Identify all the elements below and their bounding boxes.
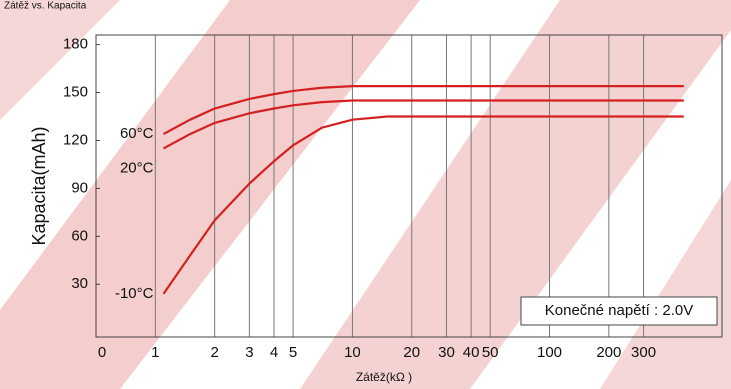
series-label: 60°C: [120, 125, 154, 142]
chart-title: Zátěž vs. Kapacita: [4, 1, 87, 12]
x-tick-label: 3: [245, 344, 253, 361]
series-line: [162, 99, 684, 150]
x-tick-label: 200: [596, 344, 621, 361]
x-tick-label: 30: [438, 344, 455, 361]
series-label: 20°C: [120, 159, 154, 176]
x-origin-label: 0: [98, 344, 106, 361]
x-tick-label: 300: [631, 344, 656, 361]
stripe: [300, 0, 731, 389]
x-tick-label: 50: [482, 344, 499, 361]
x-tick-label: 100: [537, 344, 562, 361]
y-tick-label: 90: [71, 179, 88, 196]
y-tick-label: 120: [63, 131, 88, 148]
x-tick-label: 4: [270, 344, 278, 361]
x-tick-label: 1: [151, 344, 159, 361]
annotation: Konečné napětí : 2.0V: [545, 302, 693, 319]
plot-frame: [95, 34, 723, 338]
x-tick-label: 2: [210, 344, 218, 361]
stripe: [0, 0, 120, 120]
x-tick-label: 40: [463, 344, 480, 361]
x-axis-title: Zátěž(kΩ ): [356, 370, 412, 384]
series-label: -10°C: [115, 285, 154, 302]
y-tick-label: 30: [71, 275, 88, 292]
stripe: [0, 0, 420, 389]
series-line: [162, 85, 684, 136]
y-tick-label: 60: [71, 227, 88, 244]
y-axis-title: Kapacita(mAh): [29, 126, 49, 245]
x-tick-label: 20: [403, 344, 420, 361]
x-tick-label: 5: [289, 344, 297, 361]
x-tick-label: 10: [344, 344, 361, 361]
annotation-box: [520, 296, 718, 326]
series-line: [162, 115, 684, 295]
y-tick-label: 150: [63, 83, 88, 100]
y-tick-label: 180: [63, 36, 88, 53]
